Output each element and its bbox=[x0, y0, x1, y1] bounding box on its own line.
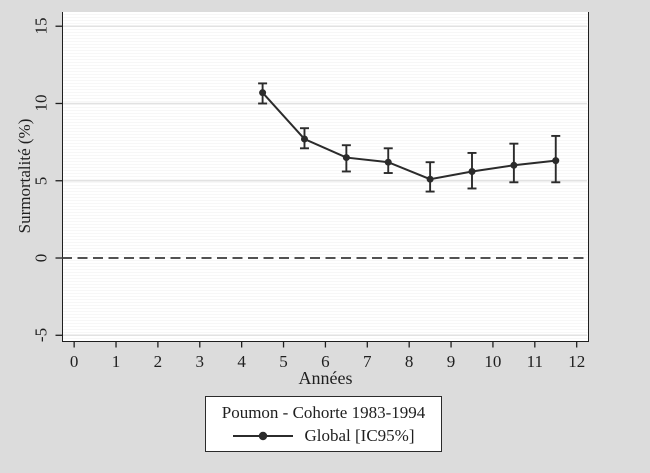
y-tick-label: 15 bbox=[31, 17, 51, 35]
legend-title: Poumon - Cohorte 1983-1994 bbox=[221, 403, 426, 422]
x-tick-label: 3 bbox=[195, 352, 205, 371]
line-circle-marker-icon bbox=[233, 431, 294, 440]
x-tick-label: 6 bbox=[321, 352, 330, 371]
y-tick-label: 10 bbox=[31, 94, 51, 112]
x-tick-label: 0 bbox=[69, 352, 79, 371]
x-tick-label: 5 bbox=[279, 352, 288, 371]
legend-entry: Global [IC95%] bbox=[232, 424, 415, 447]
y-tick-label: 5 bbox=[31, 176, 51, 185]
x-tick-label: 2 bbox=[153, 352, 163, 371]
x-tick-label: 7 bbox=[363, 352, 372, 371]
x-tick-label: 9 bbox=[446, 352, 456, 371]
x-tick-label: 12 bbox=[568, 352, 586, 371]
x-tick-label: 10 bbox=[484, 352, 502, 371]
legend: Poumon - Cohorte 1983-1994 Global [IC95%… bbox=[205, 396, 442, 452]
x-tick-label: 11 bbox=[526, 352, 543, 371]
y-tick-label: 0 bbox=[31, 253, 51, 263]
y-tick-label: -5 bbox=[31, 328, 51, 343]
x-axis-title: Années bbox=[298, 368, 353, 388]
x-tick-label: 1 bbox=[111, 352, 121, 371]
legend-entry-label: Global [IC95%] bbox=[304, 426, 415, 445]
x-tick-label: 4 bbox=[237, 352, 246, 371]
x-tick-label: 8 bbox=[404, 352, 414, 371]
plot-area bbox=[62, 12, 589, 342]
